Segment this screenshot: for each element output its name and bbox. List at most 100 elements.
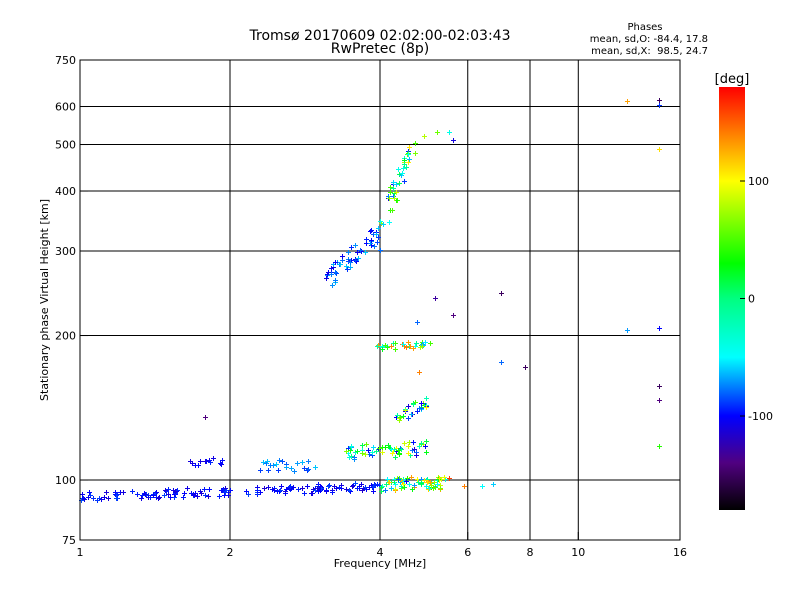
data-point-v xyxy=(391,447,392,452)
data-point xyxy=(435,482,440,487)
data-point xyxy=(401,414,406,419)
data-point xyxy=(274,462,279,467)
data-point-v xyxy=(659,398,660,403)
data-point-v xyxy=(106,490,107,495)
data-point-v xyxy=(342,258,343,263)
data-point-v xyxy=(390,185,391,190)
data-point-v xyxy=(416,453,417,458)
data-point-v xyxy=(380,248,381,253)
data-point-v xyxy=(268,485,269,490)
data-point xyxy=(339,483,344,488)
x-axis-label: Frequency [MHz] xyxy=(334,557,426,570)
data-point-v xyxy=(406,479,407,484)
data-point-v xyxy=(355,450,356,455)
data-point-v xyxy=(365,485,366,490)
data-point-v xyxy=(440,483,441,488)
y-tick-label: 400 xyxy=(55,185,76,198)
data-point xyxy=(218,461,223,466)
data-point xyxy=(189,491,194,496)
data-point-v xyxy=(437,478,438,483)
data-point-v xyxy=(318,489,319,494)
data-point-v xyxy=(366,241,367,246)
data-point-v xyxy=(393,194,394,199)
data-point-v xyxy=(413,440,414,445)
data-point-v xyxy=(342,254,343,259)
data-point xyxy=(148,495,153,500)
data-point xyxy=(292,469,297,474)
data-point xyxy=(657,384,662,389)
data-point-v xyxy=(334,484,335,489)
data-point-v xyxy=(228,493,229,498)
data-point xyxy=(377,483,382,488)
stats-title: Phases xyxy=(627,22,662,33)
data-point-v xyxy=(82,492,83,497)
data-point xyxy=(300,486,305,491)
data-point-v xyxy=(221,462,222,467)
data-point-v xyxy=(377,482,378,487)
data-point xyxy=(289,486,294,491)
data-point-v xyxy=(346,449,347,454)
data-point xyxy=(413,141,418,146)
data-point-v xyxy=(501,291,502,296)
data-point-v xyxy=(409,440,410,445)
data-point xyxy=(376,447,381,452)
data-point-v xyxy=(390,190,391,195)
data-point-v xyxy=(101,497,102,502)
data-point xyxy=(208,460,213,465)
data-point xyxy=(411,402,416,407)
data-point xyxy=(302,491,307,496)
data-point-v xyxy=(142,493,143,498)
data-point-v xyxy=(404,485,405,490)
data-point-v xyxy=(326,276,327,281)
data-point-v xyxy=(382,484,383,489)
data-point-v xyxy=(404,158,405,163)
data-point xyxy=(262,486,267,491)
data-point-v xyxy=(395,482,396,487)
data-point-v xyxy=(407,476,408,481)
data-point-v xyxy=(308,467,309,472)
data-point-v xyxy=(276,462,277,467)
data-point-v xyxy=(156,490,157,495)
data-point-v xyxy=(373,445,374,450)
data-point xyxy=(371,445,376,450)
data-point xyxy=(442,475,447,480)
data-point xyxy=(371,484,376,489)
data-point-v xyxy=(403,414,404,419)
data-point xyxy=(348,265,353,270)
data-point-v xyxy=(84,497,85,502)
data-point-v xyxy=(381,221,382,226)
data-point xyxy=(499,291,504,296)
data-point xyxy=(398,415,403,420)
data-point xyxy=(437,476,442,481)
data-point-v xyxy=(246,489,247,494)
data-point xyxy=(397,172,402,177)
data-point-v xyxy=(355,258,356,263)
data-point xyxy=(360,451,365,456)
data-point-v xyxy=(386,482,387,487)
data-point xyxy=(369,483,374,488)
data-point-v xyxy=(379,483,380,488)
data-point-v xyxy=(156,495,157,500)
data-point-v xyxy=(374,482,375,487)
data-point xyxy=(406,444,411,449)
data-point-v xyxy=(198,463,199,468)
data-point xyxy=(451,138,456,143)
data-point-v xyxy=(279,458,280,463)
data-point xyxy=(268,463,273,468)
data-point xyxy=(429,483,434,488)
data-point-v xyxy=(168,487,169,492)
data-point xyxy=(181,495,186,500)
data-point xyxy=(220,458,225,463)
data-point-v xyxy=(351,245,352,250)
data-point xyxy=(369,228,374,233)
data-point-v xyxy=(187,486,188,491)
data-point xyxy=(625,328,630,333)
data-point xyxy=(394,182,399,187)
data-point-v xyxy=(389,445,390,450)
data-point-v xyxy=(408,416,409,421)
data-point xyxy=(433,296,438,301)
data-point-v xyxy=(267,459,268,464)
data-point xyxy=(427,486,432,491)
data-point xyxy=(393,487,398,492)
data-point-v xyxy=(424,478,425,483)
